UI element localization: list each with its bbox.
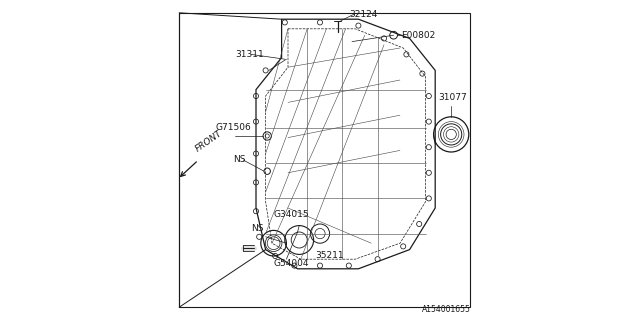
Text: 32124: 32124 [349, 10, 377, 19]
Text: A154001655: A154001655 [422, 305, 470, 314]
Text: NS: NS [251, 224, 264, 233]
Text: 31077: 31077 [438, 93, 467, 102]
Text: 35211: 35211 [315, 252, 344, 260]
Text: G71506: G71506 [216, 124, 252, 132]
Text: E00802: E00802 [402, 31, 436, 40]
Text: G34015: G34015 [274, 210, 309, 219]
Text: FRONT: FRONT [193, 129, 224, 154]
Text: G54004: G54004 [274, 260, 309, 268]
Text: NS: NS [234, 156, 246, 164]
Text: 31311: 31311 [236, 50, 264, 59]
